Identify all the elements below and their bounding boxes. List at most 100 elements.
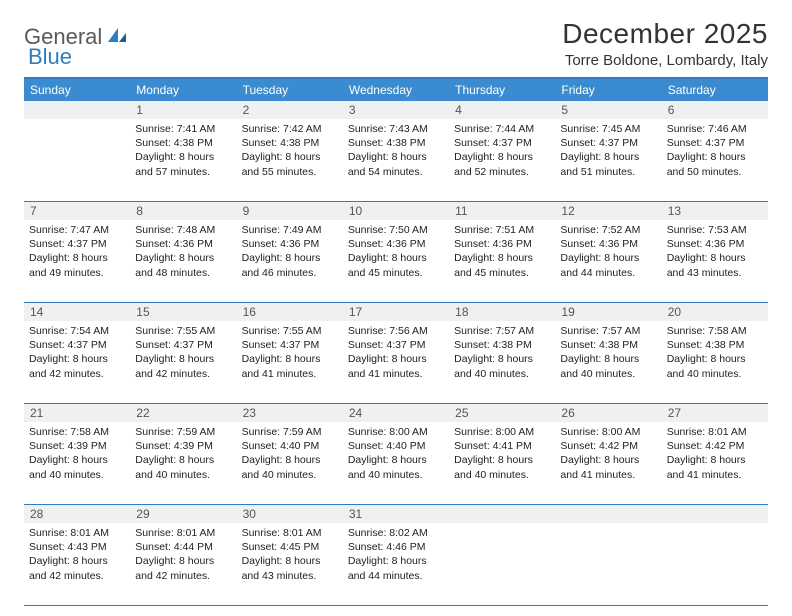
day-number: 25 <box>449 404 555 422</box>
dow-friday: Friday <box>555 79 661 101</box>
day-cell: Sunrise: 8:01 AMSunset: 4:43 PMDaylight:… <box>24 523 130 605</box>
day-cell: Sunrise: 7:58 AMSunset: 4:39 PMDaylight:… <box>24 422 130 504</box>
day-info-line: Daylight: 8 hours <box>454 150 550 164</box>
day-number: 18 <box>449 303 555 321</box>
dow-saturday: Saturday <box>662 79 768 101</box>
day-cell: Sunrise: 8:01 AMSunset: 4:45 PMDaylight:… <box>237 523 343 605</box>
day-info-line: and 44 minutes. <box>348 569 444 583</box>
day-info-line: Sunrise: 7:49 AM <box>242 223 338 237</box>
day-info-line: Sunset: 4:46 PM <box>348 540 444 554</box>
day-number: 20 <box>662 303 768 321</box>
day-info-line: Sunrise: 7:59 AM <box>135 425 231 439</box>
day-number: 10 <box>343 202 449 220</box>
day-cell <box>555 523 661 605</box>
day-info-line: Sunrise: 7:57 AM <box>560 324 656 338</box>
day-info-line: Sunrise: 8:01 AM <box>667 425 763 439</box>
day-info-line: Sunset: 4:37 PM <box>667 136 763 150</box>
day-info-line: Daylight: 8 hours <box>667 352 763 366</box>
day-info-line: Sunrise: 7:46 AM <box>667 122 763 136</box>
daynum-row: 28293031 <box>24 505 768 523</box>
day-info-line: Sunrise: 7:51 AM <box>454 223 550 237</box>
day-info-line: Daylight: 8 hours <box>242 251 338 265</box>
day-info-line: Sunset: 4:38 PM <box>667 338 763 352</box>
day-info-line: Sunrise: 8:00 AM <box>348 425 444 439</box>
calendar-page: General December 2025 Torre Boldone, Lom… <box>0 0 792 616</box>
day-number <box>449 505 555 523</box>
day-info-line: Sunset: 4:37 PM <box>348 338 444 352</box>
day-info-line: Daylight: 8 hours <box>135 251 231 265</box>
day-info-line: and 40 minutes. <box>135 468 231 482</box>
week-row: Sunrise: 7:54 AMSunset: 4:37 PMDaylight:… <box>24 321 768 404</box>
day-info-line: and 43 minutes. <box>242 569 338 583</box>
day-info-line: Sunset: 4:37 PM <box>29 338 125 352</box>
day-cell: Sunrise: 7:53 AMSunset: 4:36 PMDaylight:… <box>662 220 768 302</box>
day-info-line: Daylight: 8 hours <box>454 453 550 467</box>
day-number: 13 <box>662 202 768 220</box>
day-cell: Sunrise: 7:56 AMSunset: 4:37 PMDaylight:… <box>343 321 449 403</box>
week-row: Sunrise: 7:47 AMSunset: 4:37 PMDaylight:… <box>24 220 768 303</box>
day-cell: Sunrise: 7:46 AMSunset: 4:37 PMDaylight:… <box>662 119 768 201</box>
day-info-line: and 40 minutes. <box>29 468 125 482</box>
day-cell: Sunrise: 7:59 AMSunset: 4:40 PMDaylight:… <box>237 422 343 504</box>
day-info-line: Sunset: 4:37 PM <box>560 136 656 150</box>
day-info-line: and 50 minutes. <box>667 165 763 179</box>
day-number: 7 <box>24 202 130 220</box>
day-info-line: Sunrise: 8:01 AM <box>242 526 338 540</box>
dow-monday: Monday <box>130 79 236 101</box>
day-cell: Sunrise: 7:47 AMSunset: 4:37 PMDaylight:… <box>24 220 130 302</box>
day-cell: Sunrise: 7:57 AMSunset: 4:38 PMDaylight:… <box>555 321 661 403</box>
day-info-line: Sunrise: 8:02 AM <box>348 526 444 540</box>
day-number: 29 <box>130 505 236 523</box>
day-info-line: Sunrise: 7:55 AM <box>242 324 338 338</box>
day-info-line: Sunset: 4:36 PM <box>560 237 656 251</box>
day-cell: Sunrise: 8:01 AMSunset: 4:42 PMDaylight:… <box>662 422 768 504</box>
day-cell <box>662 523 768 605</box>
day-of-week-header: Sunday Monday Tuesday Wednesday Thursday… <box>24 79 768 101</box>
day-number: 19 <box>555 303 661 321</box>
day-number: 12 <box>555 202 661 220</box>
day-info-line: Sunset: 4:38 PM <box>348 136 444 150</box>
day-info-line: Sunrise: 7:55 AM <box>135 324 231 338</box>
day-info-line: and 41 minutes. <box>667 468 763 482</box>
day-info-line: and 40 minutes. <box>454 367 550 381</box>
day-cell: Sunrise: 7:48 AMSunset: 4:36 PMDaylight:… <box>130 220 236 302</box>
day-number: 23 <box>237 404 343 422</box>
day-number: 8 <box>130 202 236 220</box>
day-info-line: and 43 minutes. <box>667 266 763 280</box>
day-info-line: and 41 minutes. <box>560 468 656 482</box>
day-info-line: and 42 minutes. <box>29 569 125 583</box>
week-row: Sunrise: 8:01 AMSunset: 4:43 PMDaylight:… <box>24 523 768 606</box>
day-cell: Sunrise: 8:00 AMSunset: 4:41 PMDaylight:… <box>449 422 555 504</box>
day-info-line: Sunset: 4:37 PM <box>242 338 338 352</box>
daynum-row: 21222324252627 <box>24 404 768 422</box>
day-info-line: Daylight: 8 hours <box>667 150 763 164</box>
daynum-row: 123456 <box>24 101 768 119</box>
day-info-line: and 42 minutes. <box>135 367 231 381</box>
day-info-line: Sunset: 4:39 PM <box>135 439 231 453</box>
logo-text-blue: Blue <box>28 44 72 69</box>
day-info-line: and 57 minutes. <box>135 165 231 179</box>
day-number: 17 <box>343 303 449 321</box>
day-number: 1 <box>130 101 236 119</box>
day-info-line: Daylight: 8 hours <box>29 554 125 568</box>
day-info-line: Sunset: 4:42 PM <box>560 439 656 453</box>
day-info-line: Sunset: 4:40 PM <box>348 439 444 453</box>
day-info-line: and 54 minutes. <box>348 165 444 179</box>
day-info-line: Sunrise: 7:50 AM <box>348 223 444 237</box>
day-info-line: and 40 minutes. <box>242 468 338 482</box>
day-info-line: Daylight: 8 hours <box>560 251 656 265</box>
day-info-line: Daylight: 8 hours <box>348 554 444 568</box>
day-cell: Sunrise: 7:58 AMSunset: 4:38 PMDaylight:… <box>662 321 768 403</box>
title-block: December 2025 Torre Boldone, Lombardy, I… <box>562 18 768 69</box>
day-info-line: Sunrise: 7:43 AM <box>348 122 444 136</box>
day-info-line: Sunrise: 7:58 AM <box>29 425 125 439</box>
day-info-line: Daylight: 8 hours <box>242 453 338 467</box>
day-cell: Sunrise: 7:50 AMSunset: 4:36 PMDaylight:… <box>343 220 449 302</box>
day-cell: Sunrise: 8:02 AMSunset: 4:46 PMDaylight:… <box>343 523 449 605</box>
day-info-line: Sunset: 4:37 PM <box>135 338 231 352</box>
day-info-line: Daylight: 8 hours <box>560 352 656 366</box>
day-number: 3 <box>343 101 449 119</box>
day-cell: Sunrise: 7:42 AMSunset: 4:38 PMDaylight:… <box>237 119 343 201</box>
day-cell: Sunrise: 7:55 AMSunset: 4:37 PMDaylight:… <box>237 321 343 403</box>
day-info-line: and 48 minutes. <box>135 266 231 280</box>
